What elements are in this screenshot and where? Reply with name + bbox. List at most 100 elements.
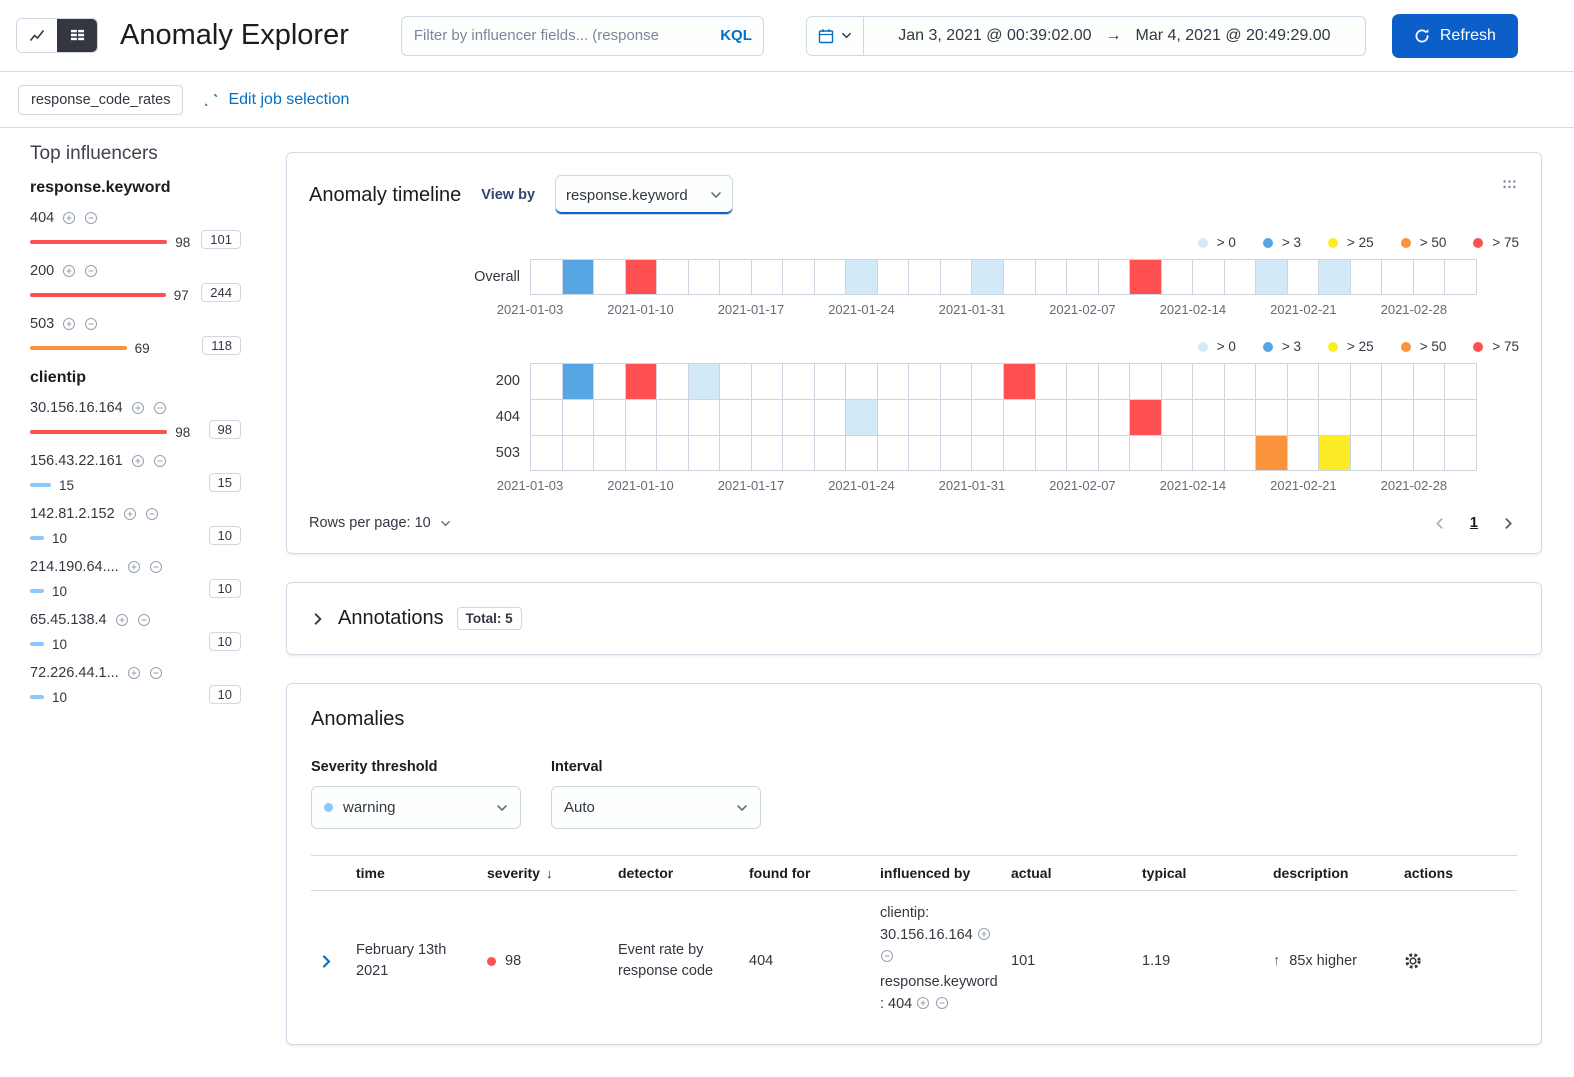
timeline-cell[interactable] <box>657 435 689 471</box>
add-filter-icon[interactable] <box>123 507 137 521</box>
timeline-cell[interactable] <box>783 435 815 471</box>
timeline-cell[interactable] <box>814 363 847 399</box>
add-filter-icon[interactable] <box>62 317 76 331</box>
timeline-cell[interactable] <box>846 363 878 399</box>
remove-filter-icon[interactable] <box>137 613 151 627</box>
chevron-right-icon[interactable] <box>311 612 325 626</box>
timeline-cell[interactable] <box>972 435 1004 471</box>
timeline-cell[interactable] <box>1161 259 1194 295</box>
timeline-cell[interactable] <box>1256 259 1288 295</box>
timeline-cell[interactable] <box>1413 435 1446 471</box>
timeline-cell[interactable] <box>1382 435 1414 471</box>
add-filter-icon[interactable] <box>62 264 76 278</box>
panel-options-icon[interactable] <box>1502 177 1517 192</box>
timeline-cell[interactable] <box>1003 399 1036 435</box>
start-date[interactable]: Jan 3, 2021 @ 00:39:02.00 <box>898 26 1092 44</box>
charts-view-button[interactable] <box>17 19 57 52</box>
timeline-cell[interactable] <box>909 399 941 435</box>
timeline-cell[interactable] <box>1224 435 1257 471</box>
timeline-cell[interactable] <box>1445 399 1477 435</box>
column-header-time[interactable]: time <box>356 865 487 881</box>
timeline-cell[interactable] <box>877 259 910 295</box>
timeline-cell[interactable] <box>562 259 595 295</box>
timeline-cell[interactable] <box>720 259 752 295</box>
timeline-cell[interactable] <box>1067 399 1099 435</box>
timeline-cell[interactable] <box>1098 363 1131 399</box>
timeline-cell[interactable] <box>531 259 563 295</box>
timeline-cell[interactable] <box>1319 399 1351 435</box>
timeline-cell[interactable] <box>1287 259 1320 295</box>
timeline-cell[interactable] <box>688 399 721 435</box>
timeline-cell[interactable] <box>1287 435 1320 471</box>
timeline-cell[interactable] <box>972 259 1004 295</box>
column-header-detector[interactable]: detector <box>618 865 749 881</box>
timeline-cell[interactable] <box>1130 363 1162 399</box>
timeline-cell[interactable] <box>1035 363 1068 399</box>
column-header-typical[interactable]: typical <box>1142 865 1273 881</box>
timeline-cell[interactable] <box>814 259 847 295</box>
job-badge[interactable]: response_code_rates <box>18 84 184 115</box>
timeline-cell[interactable] <box>1350 435 1383 471</box>
timeline-cell[interactable] <box>909 363 941 399</box>
remove-filter-icon[interactable] <box>145 507 159 521</box>
timeline-cell[interactable] <box>1003 435 1036 471</box>
timeline-cell[interactable] <box>531 363 563 399</box>
previous-page-icon[interactable] <box>1433 517 1446 530</box>
timeline-cell[interactable] <box>877 363 910 399</box>
timeline-cell[interactable] <box>1193 435 1225 471</box>
column-header-description[interactable]: description <box>1273 865 1404 881</box>
quick-select-button[interactable] <box>807 16 864 55</box>
timeline-cell[interactable] <box>1413 399 1446 435</box>
timeline-cell[interactable] <box>594 259 626 295</box>
timeline-cell[interactable] <box>1193 399 1225 435</box>
timeline-cell[interactable] <box>1413 363 1446 399</box>
timeline-cell[interactable] <box>1193 363 1225 399</box>
timeline-cell[interactable] <box>940 363 973 399</box>
add-filter-icon[interactable] <box>115 613 129 627</box>
timeline-cell[interactable] <box>562 399 595 435</box>
timeline-cell[interactable] <box>657 399 689 435</box>
timeline-cell[interactable] <box>846 435 878 471</box>
remove-filter-icon[interactable] <box>153 454 167 468</box>
timeline-cell[interactable] <box>1067 435 1099 471</box>
timeline-cell[interactable] <box>783 399 815 435</box>
timeline-cell[interactable] <box>909 259 941 295</box>
timeline-cell[interactable] <box>1319 363 1351 399</box>
timeline-cell[interactable] <box>877 435 910 471</box>
timeline-cell[interactable] <box>1003 259 1036 295</box>
timeline-cell[interactable] <box>657 363 689 399</box>
remove-filter-icon[interactable] <box>149 560 163 574</box>
add-filter-icon[interactable] <box>977 927 991 941</box>
timeline-cell[interactable] <box>1161 399 1194 435</box>
timeline-cell[interactable] <box>1287 363 1320 399</box>
row-actions-gear-icon[interactable] <box>1404 952 1517 970</box>
timeline-cell[interactable] <box>720 363 752 399</box>
rows-per-page-button[interactable]: Rows per page: 10 <box>309 515 451 531</box>
timeline-cell[interactable] <box>720 399 752 435</box>
timeline-cell[interactable] <box>1319 435 1351 471</box>
timeline-cell[interactable] <box>846 259 878 295</box>
timeline-cell[interactable] <box>751 363 784 399</box>
timeline-cell[interactable] <box>562 435 595 471</box>
timeline-cell[interactable] <box>657 259 689 295</box>
add-filter-icon[interactable] <box>127 666 141 680</box>
timeline-cell[interactable] <box>751 399 784 435</box>
timeline-cell[interactable] <box>1287 399 1320 435</box>
timeline-cell[interactable] <box>594 435 626 471</box>
timeline-cell[interactable] <box>814 399 847 435</box>
timeline-cell[interactable] <box>1193 259 1225 295</box>
timeline-cell[interactable] <box>625 435 658 471</box>
timeline-cell[interactable] <box>1256 399 1288 435</box>
timeline-cell[interactable] <box>877 399 910 435</box>
page-number[interactable]: 1 <box>1469 515 1478 531</box>
timeline-cell[interactable] <box>562 363 595 399</box>
remove-filter-icon[interactable] <box>84 317 98 331</box>
severity-threshold-select[interactable]: warning <box>311 786 521 829</box>
timeline-cell[interactable] <box>1224 363 1257 399</box>
timeline-cell[interactable] <box>1256 363 1288 399</box>
column-header-actions[interactable]: actions <box>1404 865 1517 881</box>
timeline-cell[interactable] <box>594 399 626 435</box>
timeline-cell[interactable] <box>1256 435 1288 471</box>
timeline-cell[interactable] <box>1098 259 1131 295</box>
timeline-cell[interactable] <box>1382 363 1414 399</box>
